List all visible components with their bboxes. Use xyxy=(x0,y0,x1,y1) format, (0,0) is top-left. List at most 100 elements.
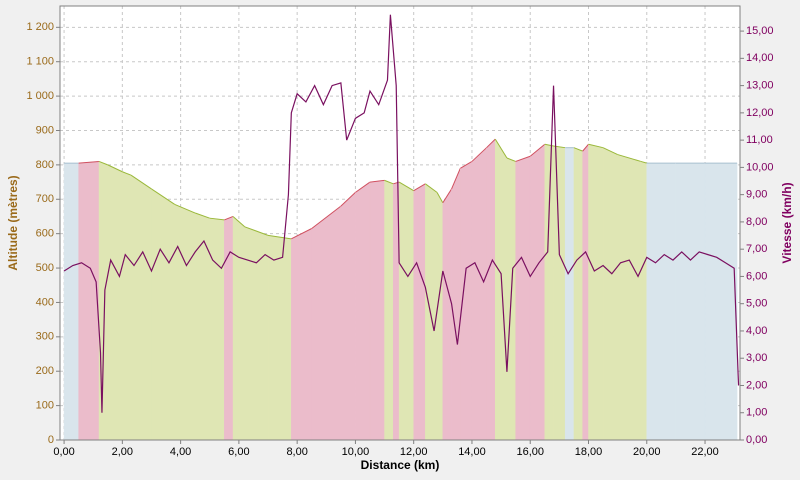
y2-tick-label: 4,00 xyxy=(746,325,767,337)
y2-tick-label: 5,00 xyxy=(746,298,767,310)
slope-edge xyxy=(107,164,123,173)
x-tick-label: 22,00 xyxy=(691,446,719,458)
slope-edge xyxy=(494,138,508,159)
slope-edge xyxy=(486,138,496,149)
slope-segment xyxy=(602,147,618,441)
slope-segment xyxy=(529,143,546,441)
slope-edge xyxy=(640,160,647,164)
slope-edge xyxy=(413,183,426,192)
slope-edge xyxy=(436,192,444,203)
slope-edge xyxy=(617,154,642,162)
slope-edge xyxy=(224,216,234,221)
slope-segment xyxy=(588,143,604,441)
x-axis-label: Distance (km) xyxy=(361,458,440,472)
slope-edge xyxy=(398,181,414,192)
slope-edge xyxy=(529,143,546,157)
y2-tick-label: 2,00 xyxy=(746,379,767,391)
slope-edge xyxy=(232,216,246,228)
slope-segment xyxy=(704,162,738,441)
x-tick-label: 10,00 xyxy=(342,446,370,458)
slope-segment xyxy=(451,168,461,441)
slope-edge xyxy=(355,181,371,193)
y2-tick-label: 1,00 xyxy=(746,407,767,419)
slope-segment xyxy=(471,147,487,441)
x-tick-label: 16,00 xyxy=(516,446,544,458)
slope-edge xyxy=(515,155,531,162)
slope-edge xyxy=(291,228,312,240)
y2-tick-label: 15,00 xyxy=(746,25,774,37)
slope-segment xyxy=(98,161,109,441)
slope-edge xyxy=(588,143,604,149)
slope-segment xyxy=(224,216,234,441)
y-tick-label: 100 xyxy=(36,400,54,412)
plot-border xyxy=(59,5,741,441)
y2-tick-label: 8,00 xyxy=(746,216,767,228)
slope-segment xyxy=(495,138,508,441)
slope-segment xyxy=(617,154,642,441)
slope-segment xyxy=(63,162,79,441)
slope-segment xyxy=(209,217,225,441)
y-tick-label: 1 200 xyxy=(26,21,54,33)
slope-segment xyxy=(174,204,196,441)
y2-tick-label: 11,00 xyxy=(746,134,773,146)
slope-edge xyxy=(267,234,292,240)
y-axis-label: Altitude (mètres) xyxy=(6,175,20,270)
slope-segment xyxy=(151,188,176,441)
y2-tick-label: 10,00 xyxy=(746,161,774,173)
slope-segment xyxy=(544,143,554,441)
slope-segment xyxy=(442,188,452,441)
y-tick-label: 600 xyxy=(36,228,54,240)
slope-segment xyxy=(232,215,245,441)
slope-edge xyxy=(369,179,385,183)
slope-segment xyxy=(640,161,648,441)
slope-edge xyxy=(582,143,589,152)
x-tick-label: 6,00 xyxy=(228,446,249,458)
x-tick-label: 4,00 xyxy=(170,446,191,458)
slope-edge xyxy=(460,161,473,169)
slope-segment xyxy=(291,228,312,441)
slope-segment xyxy=(425,183,438,441)
y-tick-label: 400 xyxy=(36,296,54,308)
y2-tick-label: 14,00 xyxy=(746,52,774,64)
slope-segment xyxy=(486,138,496,441)
y-tick-label: 0 xyxy=(48,434,54,446)
y-tick-label: 200 xyxy=(36,365,54,377)
slope-edge xyxy=(122,171,132,176)
slope-edge xyxy=(544,143,554,147)
slope-edge xyxy=(573,147,583,152)
slope-edge xyxy=(195,212,210,219)
slope-segment xyxy=(340,191,356,441)
slope-segment xyxy=(107,164,123,441)
y-tick-label: 300 xyxy=(36,331,54,343)
y-tick-label: 700 xyxy=(36,193,54,205)
slope-segment xyxy=(515,155,531,441)
speed-line xyxy=(63,14,740,413)
x-tick-label: 0,00 xyxy=(53,446,74,458)
slope-segment xyxy=(413,183,426,441)
slope-segment xyxy=(573,147,583,441)
x-tick-label: 2,00 xyxy=(112,446,133,458)
y-tick-label: 800 xyxy=(36,159,54,171)
x-tick-label: 18,00 xyxy=(575,446,603,458)
slope-segment xyxy=(130,174,152,441)
y2-tick-label: 13,00 xyxy=(746,80,774,92)
slope-edge xyxy=(442,188,452,203)
slope-edge xyxy=(209,217,225,221)
slope-segment xyxy=(646,162,677,441)
slope-segment xyxy=(311,205,342,441)
slope-edge xyxy=(244,226,269,236)
y-tick-label: 1 000 xyxy=(26,90,54,102)
y2-tick-label: 12,00 xyxy=(746,107,774,119)
slope-segment xyxy=(436,191,444,441)
x-tick-label: 14,00 xyxy=(458,446,486,458)
x-tick-label: 20,00 xyxy=(633,446,661,458)
x-tick-label: 8,00 xyxy=(286,446,307,458)
slope-edge xyxy=(340,192,356,207)
y2-tick-label: 3,00 xyxy=(746,352,767,364)
slope-segment xyxy=(384,179,394,441)
slope-edge xyxy=(602,147,618,156)
slope-segment xyxy=(78,161,100,441)
y2-tick-label: 9,00 xyxy=(746,189,767,201)
y-tick-label: 500 xyxy=(36,262,54,274)
